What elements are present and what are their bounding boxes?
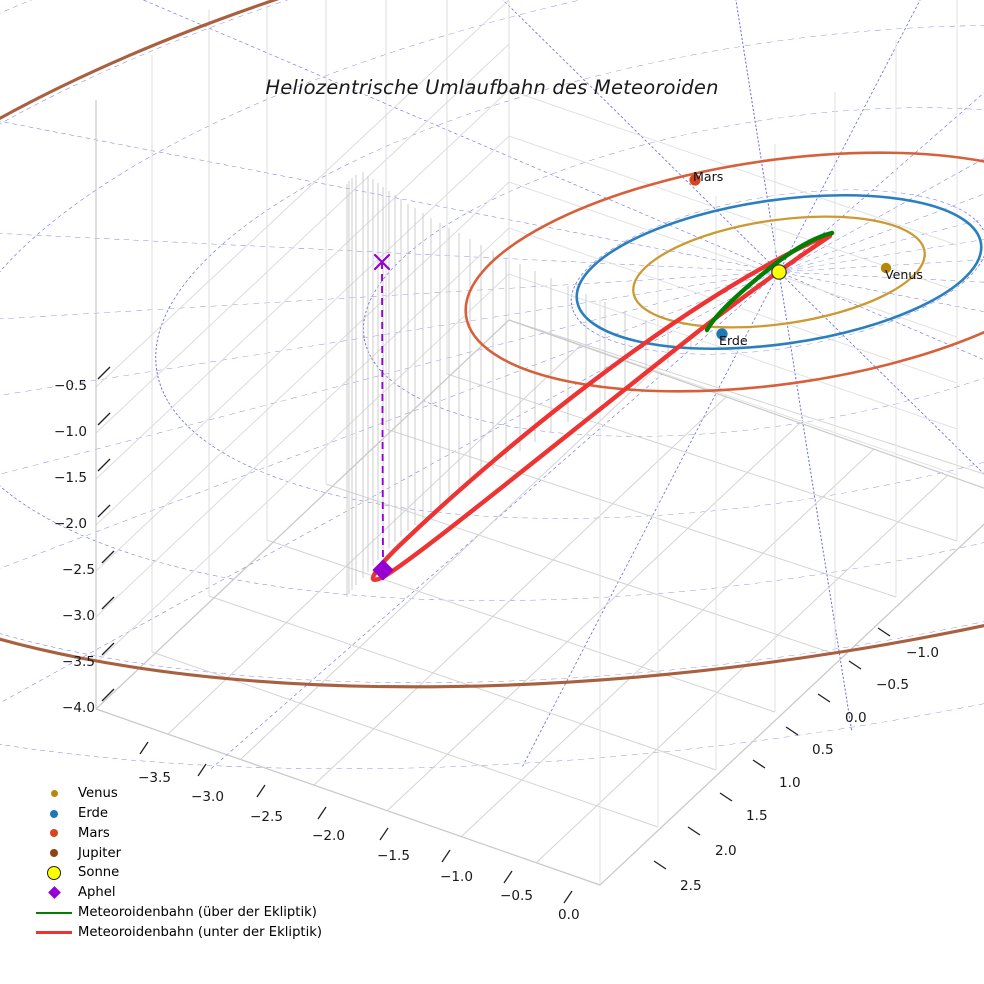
mars-orbit (464, 151, 984, 393)
x-tick-3: −2.0 (312, 828, 346, 844)
legend-marker-erde (30, 809, 78, 818)
annotation-erde: Erde (719, 333, 748, 348)
legend-line-below-ecliptic (30, 931, 78, 934)
jupiter-orbit (0, 0, 984, 689)
legend-item[interactable]: Venus (30, 784, 360, 804)
aphel-marker (372, 559, 394, 581)
z-tick-7: −4.0 (62, 700, 96, 716)
erde-orbit (575, 193, 983, 351)
mars-marker (689, 174, 701, 186)
axes-box-edges (95, 100, 984, 886)
y-tick-7: 2.5 (680, 878, 702, 894)
z-tick-5: −3.0 (62, 608, 96, 624)
y-tick-2: 0.0 (845, 710, 867, 726)
z-tick-6: −3.5 (62, 654, 96, 670)
y-tick-5: 1.5 (746, 808, 768, 824)
x-tick-4: −1.5 (377, 848, 411, 864)
x-tick-6: −0.5 (500, 888, 534, 904)
legend-item-label: Meteoroidenbahn (über der Ekliptik) (78, 905, 317, 921)
y-tick-4: 1.0 (779, 775, 801, 791)
z-tick-4: −2.5 (62, 562, 96, 578)
legend-item[interactable]: Meteoroidenbahn (über der Ekliptik) (30, 903, 360, 923)
sonne-marker (771, 264, 787, 280)
y-tick-1: −0.5 (876, 677, 910, 693)
aphel-dropline (381, 261, 384, 571)
z-tick-1: −1.0 (54, 424, 88, 440)
legend: Venus Erde Mars Jupiter Sonne Aphel Meteoroide… (30, 784, 360, 942)
legend-item[interactable]: Meteoroidenbahn (unter der Ekliptik) (30, 923, 360, 943)
legend-item-label: Jupiter (78, 845, 121, 861)
meteoroid-orbit-above-ecliptic (704, 230, 835, 333)
y-tick-3: 0.5 (812, 742, 834, 758)
venus-marker (880, 262, 892, 274)
annotation-mars: Mars (693, 169, 724, 184)
legend-item[interactable]: Aphel (30, 883, 360, 903)
legend-item[interactable]: Erde (30, 804, 360, 824)
legend-item[interactable]: Jupiter (30, 843, 360, 863)
x-tick-0: −3.5 (138, 770, 172, 786)
legend-line-above-ecliptic (30, 911, 78, 914)
legend-item-label: Aphel (78, 885, 116, 901)
y-tick-0: −1.0 (906, 645, 940, 661)
venus-orbit (632, 215, 926, 329)
meteoroid-orbit-below-ecliptic (370, 230, 835, 582)
annotation-venus: Venus (885, 267, 923, 282)
legend-item-label: Meteoroidenbahn (unter der Ekliptik) (78, 924, 323, 940)
legend-marker-venus (30, 790, 78, 798)
x-tick-1: −3.0 (191, 789, 225, 805)
legend-item[interactable]: Sonne (30, 863, 360, 883)
legend-marker-sonne (30, 866, 78, 881)
orbit-projection-stems (346, 172, 692, 597)
x-tick-5: −1.0 (440, 869, 474, 885)
x-tick-2: −2.5 (250, 809, 284, 825)
legend-item-label: Venus (78, 786, 118, 802)
right-wall-grid (508, 0, 958, 885)
z-tick-0: −0.5 (54, 378, 88, 394)
axis-tick-marks (97, 366, 891, 904)
z-tick-2: −1.5 (54, 470, 88, 486)
y-tick-6: 2.0 (715, 843, 737, 859)
aphel-ecliptic-cross-icon (373, 253, 391, 271)
z-tick-3: −2.0 (54, 516, 88, 532)
legend-item[interactable]: Mars (30, 824, 360, 844)
legend-marker-mars (30, 829, 78, 838)
left-wall-grid (95, 0, 510, 709)
legend-item-label: Erde (78, 806, 109, 822)
legend-item-label: Sonne (78, 865, 120, 881)
legend-item-label: Mars (78, 825, 110, 841)
legend-marker-jupiter (30, 849, 78, 858)
x-tick-7: 0.0 (558, 907, 580, 923)
legend-marker-aphel (30, 886, 78, 900)
erde-marker (716, 328, 728, 340)
